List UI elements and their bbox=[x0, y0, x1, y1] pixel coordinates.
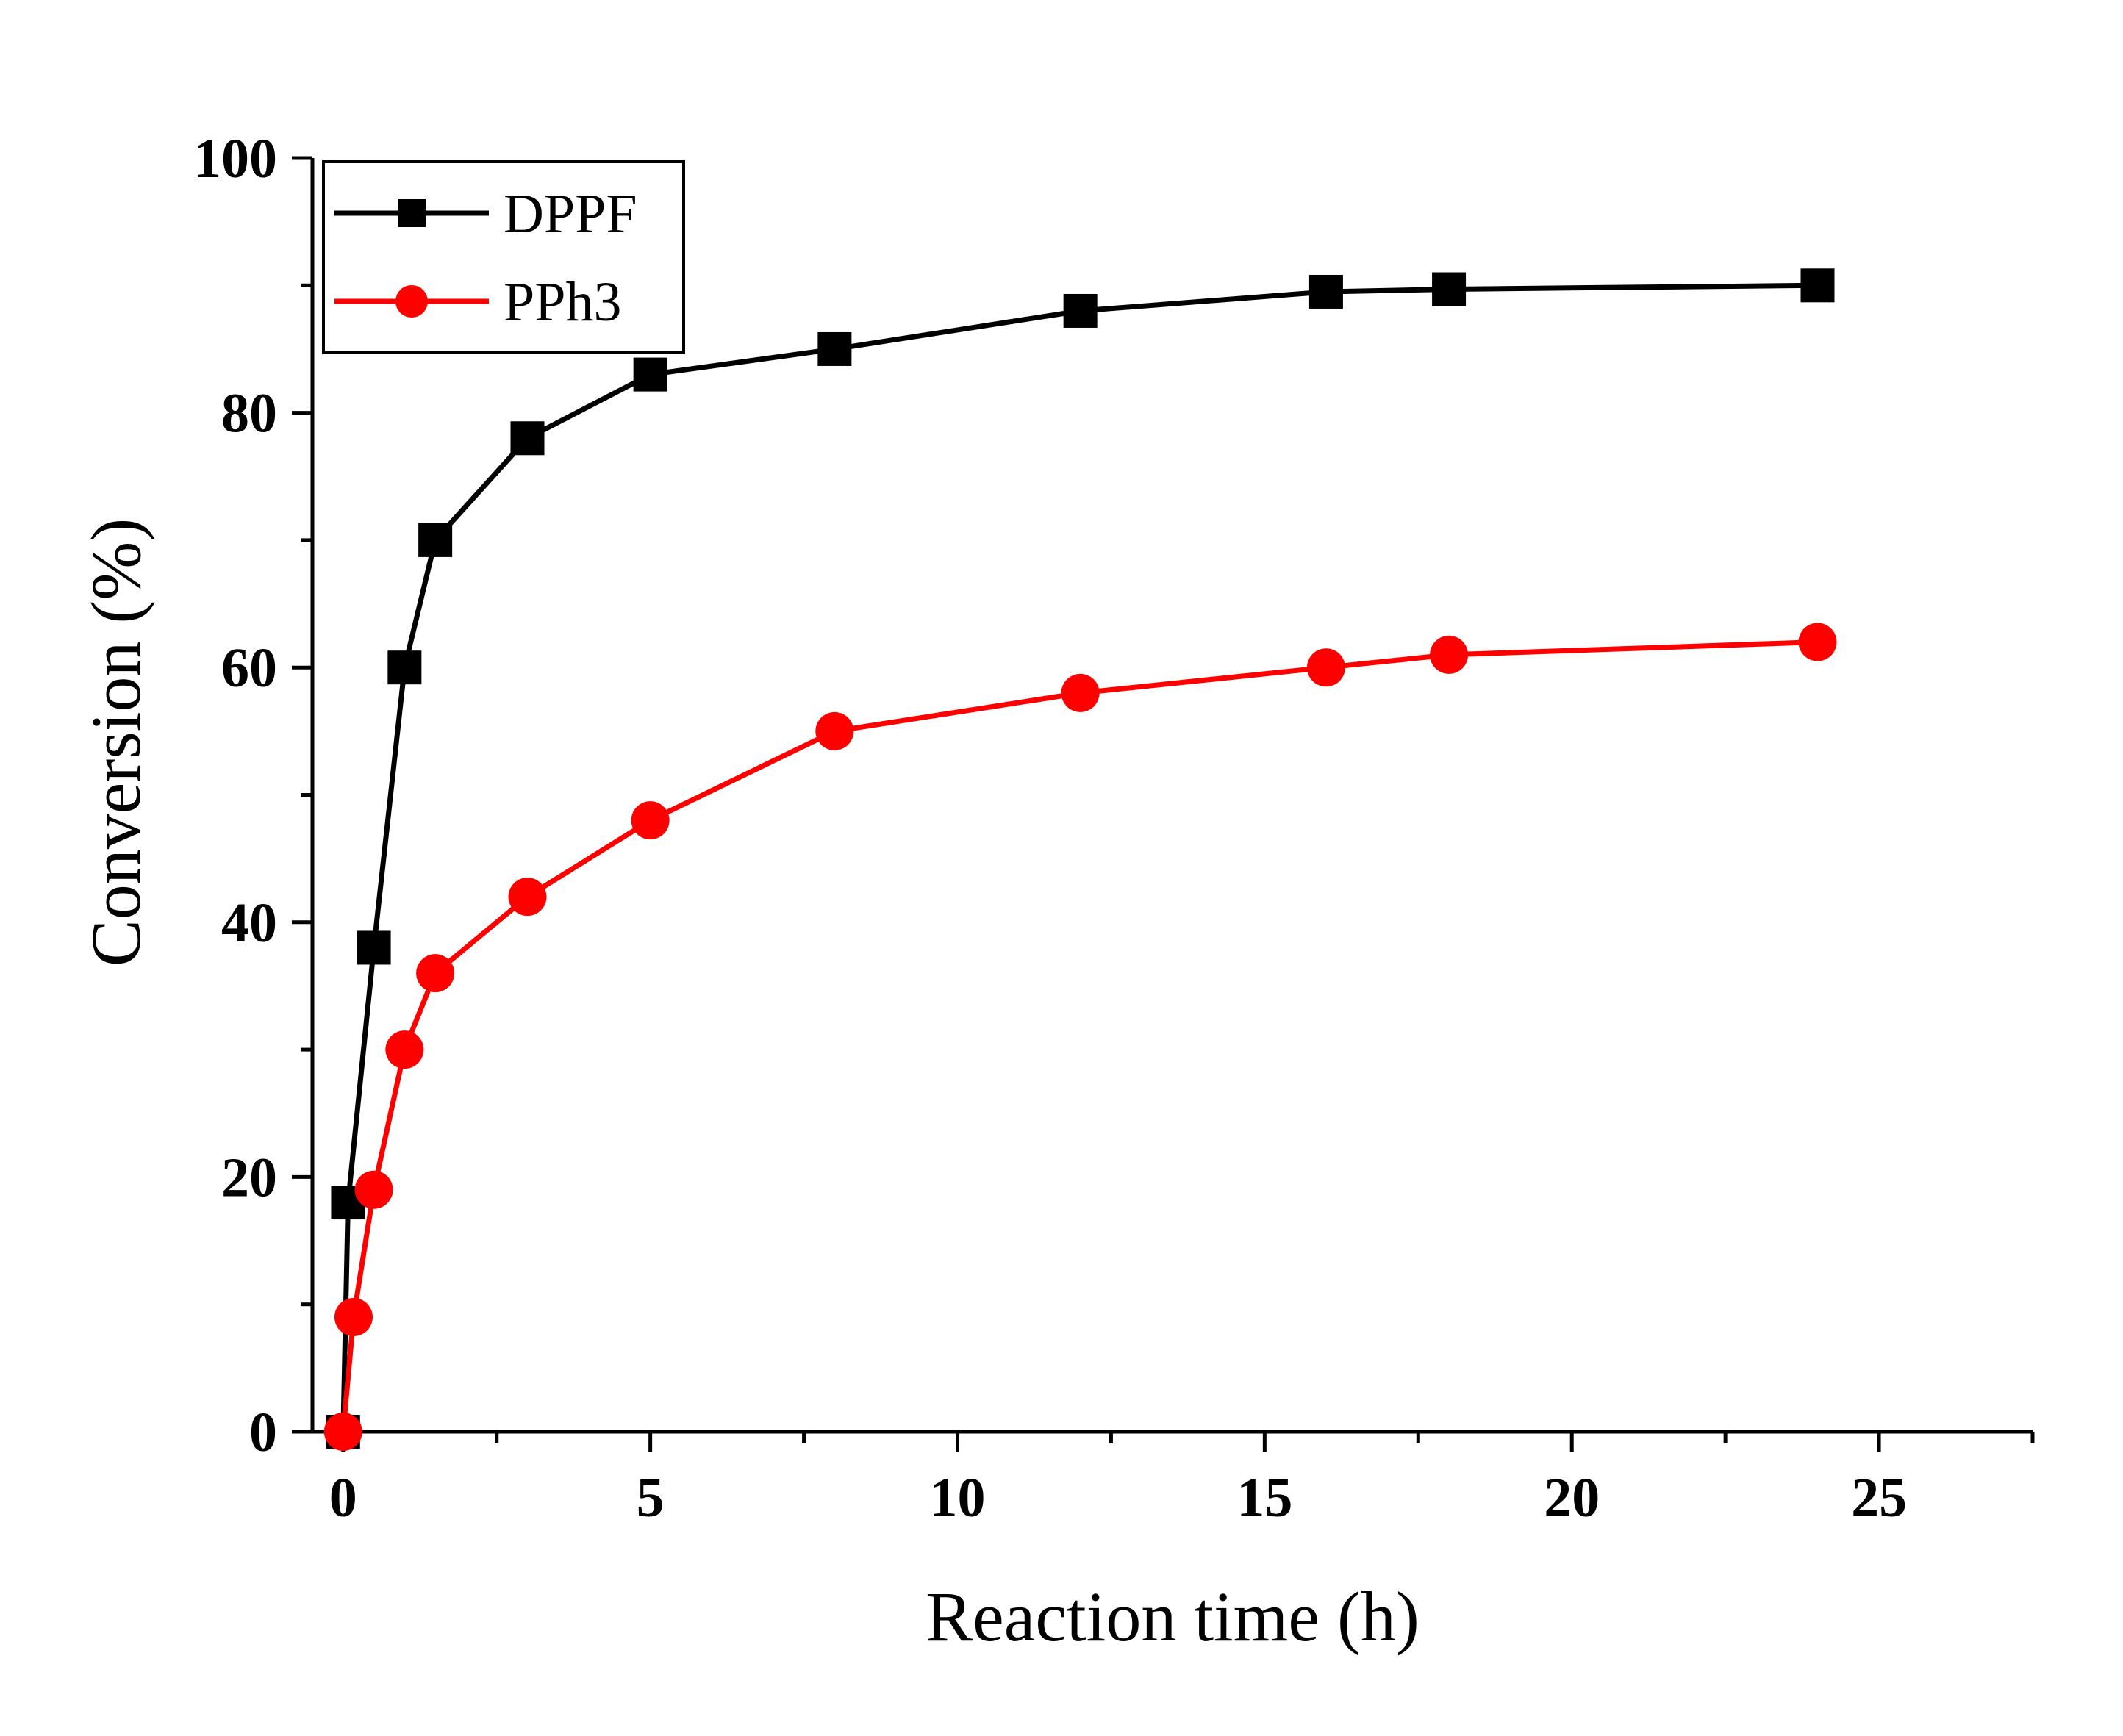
data-point bbox=[815, 711, 854, 750]
data-point bbox=[817, 331, 852, 366]
x-tick-label: 10 bbox=[930, 1467, 986, 1529]
x-tick-label: 20 bbox=[1544, 1467, 1600, 1529]
legend-entry: DPPF bbox=[334, 183, 637, 245]
data-point bbox=[1061, 673, 1100, 712]
y-tick-label: 60 bbox=[221, 637, 277, 699]
legend-label: DPPF bbox=[504, 183, 637, 245]
data-point bbox=[416, 954, 455, 993]
data-point bbox=[334, 1298, 373, 1337]
y-axis-title: Conversion (%) bbox=[76, 518, 155, 967]
data-point bbox=[508, 878, 547, 917]
data-point bbox=[1798, 623, 1837, 661]
data-point bbox=[323, 1413, 362, 1451]
x-tick-label: 0 bbox=[329, 1467, 357, 1529]
y-tick-label: 80 bbox=[221, 383, 277, 445]
data-point bbox=[631, 801, 670, 840]
data-point bbox=[1430, 635, 1469, 674]
legend-box bbox=[322, 160, 685, 354]
legend-label: PPh3 bbox=[504, 271, 622, 333]
y-tick-label: 100 bbox=[193, 128, 277, 190]
data-point bbox=[357, 930, 391, 965]
y-tick-label: 20 bbox=[221, 1147, 277, 1208]
x-axis-title: Reaction time (h) bbox=[926, 1577, 1419, 1656]
x-tick-label: 15 bbox=[1236, 1467, 1292, 1529]
data-point bbox=[1432, 272, 1467, 306]
x-tick-label: 5 bbox=[637, 1467, 665, 1529]
series-line bbox=[340, 639, 1818, 1432]
series-layer bbox=[323, 268, 1837, 1451]
y-tick-label: 40 bbox=[221, 892, 277, 954]
data-point bbox=[418, 523, 453, 557]
series-pph3 bbox=[323, 623, 1837, 1451]
data-point bbox=[1308, 274, 1343, 309]
data-point bbox=[354, 1170, 393, 1209]
data-point bbox=[1063, 293, 1098, 328]
legend-entry: PPh3 bbox=[334, 271, 622, 333]
legend-marker bbox=[395, 285, 428, 318]
x-tick-label: 25 bbox=[1851, 1467, 1907, 1529]
axes: 0 5 10 15 20 25 0 20 40 60 80 100 bbox=[193, 128, 2035, 1529]
data-point bbox=[387, 650, 422, 685]
legend: DPPF PPh3 bbox=[322, 160, 685, 354]
data-point bbox=[510, 421, 545, 456]
legend-marker bbox=[398, 199, 426, 227]
data-point bbox=[1306, 648, 1345, 687]
data-point bbox=[633, 357, 667, 392]
series-dppf bbox=[326, 268, 1835, 1449]
series-line bbox=[340, 282, 1818, 1432]
data-point bbox=[1800, 268, 1835, 303]
y-tick-label: 0 bbox=[249, 1402, 277, 1463]
data-point bbox=[385, 1030, 424, 1069]
